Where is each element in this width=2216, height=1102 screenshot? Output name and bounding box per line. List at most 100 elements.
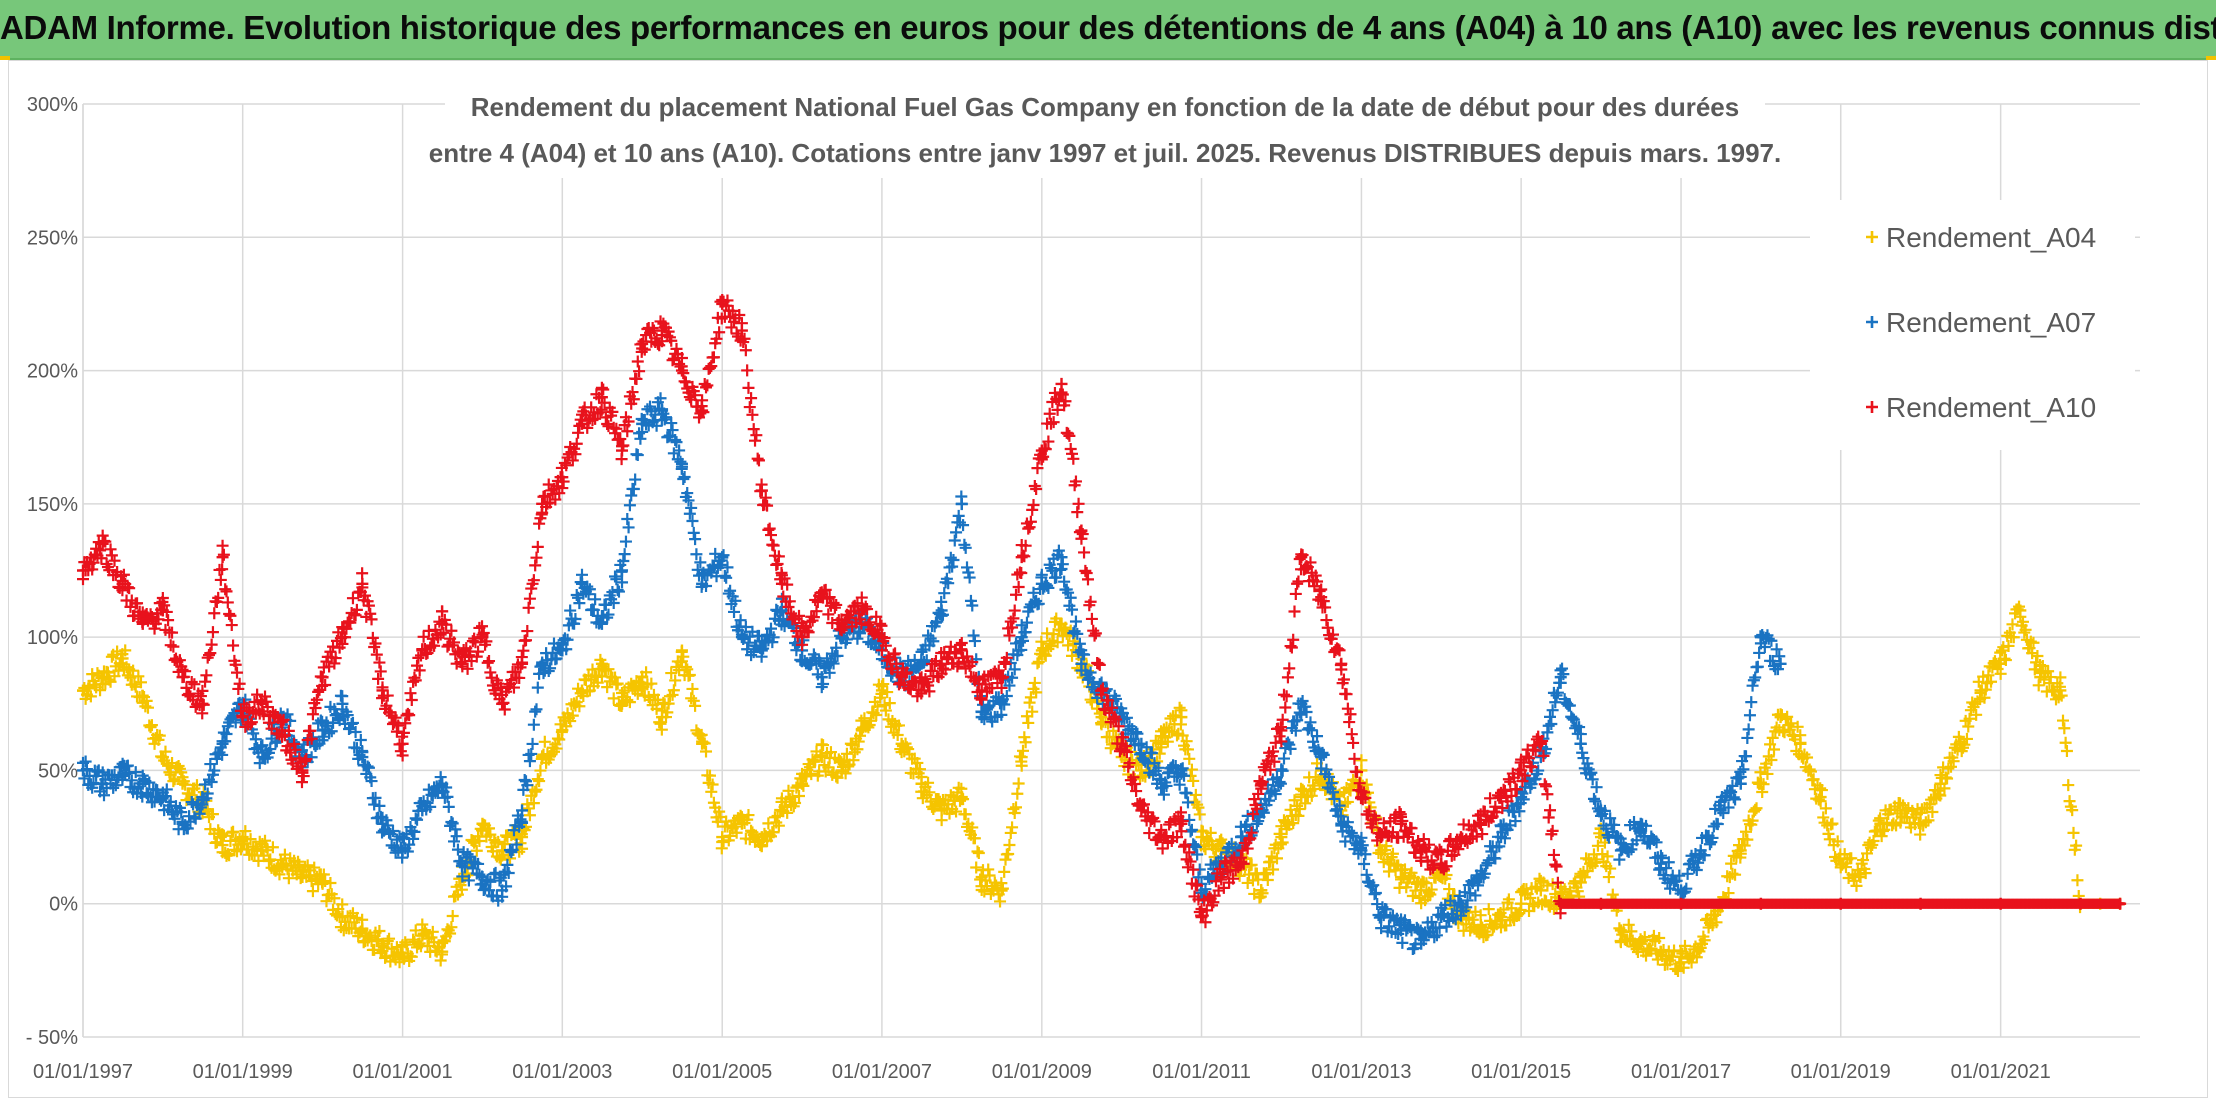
- data-point: [1343, 716, 1356, 729]
- data-point: [1864, 841, 1877, 854]
- data-point: [483, 822, 496, 835]
- data-point: [1259, 868, 1272, 881]
- plot-area-frame: [8, 60, 2208, 1098]
- data-point: [1746, 679, 1759, 692]
- data-point: [308, 861, 321, 874]
- y-tick-label: - 50%: [26, 1027, 78, 1049]
- data-point: [749, 434, 762, 447]
- data-point: [163, 766, 176, 779]
- data-point: [797, 779, 810, 792]
- data-point: [534, 764, 547, 777]
- data-point: [728, 605, 741, 618]
- data-point: [119, 644, 132, 657]
- data-point: [531, 681, 544, 694]
- data-point: [1970, 708, 1983, 721]
- data-point: [231, 666, 244, 679]
- data-point: [1189, 788, 1202, 801]
- data-point: [531, 773, 544, 786]
- data-point: [1994, 667, 2007, 680]
- data-point: [634, 432, 647, 445]
- data-point: [1807, 773, 1820, 786]
- data-point: [94, 684, 107, 697]
- data-point-anchor: [935, 804, 948, 817]
- data-point: [1740, 825, 1753, 838]
- data-point-anchor: [636, 671, 649, 684]
- data-point: [200, 669, 213, 682]
- data-point: [1304, 716, 1317, 729]
- data-point: [602, 663, 615, 676]
- data-point: [1741, 833, 1754, 846]
- data-point: [1277, 688, 1290, 701]
- data-point-anchor: [276, 857, 289, 870]
- data-point: [1291, 577, 1304, 590]
- data-point: [1180, 787, 1193, 800]
- y-tick-label: 0%: [49, 894, 78, 916]
- data-point: [1826, 817, 1839, 830]
- data-point: [1063, 429, 1076, 442]
- data-point: [1002, 847, 1015, 860]
- data-point-anchor: [1255, 884, 1268, 897]
- data-point: [1340, 688, 1353, 701]
- data-point: [1084, 693, 1097, 706]
- data-point: [527, 797, 540, 810]
- data-point: [1753, 646, 1766, 659]
- data-point: [642, 691, 655, 704]
- data-point: [134, 676, 147, 689]
- data-point-anchor: [136, 689, 149, 702]
- data-point: [1670, 963, 1683, 976]
- data-point: [1505, 902, 1518, 915]
- data-point: [1284, 640, 1297, 653]
- data-point: [1288, 794, 1301, 807]
- data-point: [706, 778, 719, 791]
- data-point: [677, 472, 690, 485]
- data-point: [944, 551, 957, 564]
- data-point: [1643, 942, 1656, 955]
- data-point-anchor: [96, 671, 109, 684]
- data-point-anchor: [1574, 876, 1587, 889]
- data-point: [1653, 931, 1666, 944]
- data-point: [1576, 746, 1589, 759]
- data-point: [1544, 804, 1556, 817]
- data-point: [881, 686, 894, 699]
- data-point: [622, 521, 635, 534]
- data-point: [1192, 801, 1205, 814]
- data-point: [1280, 690, 1293, 703]
- data-point: [994, 895, 1007, 908]
- data-point: [686, 515, 699, 528]
- data-point: [522, 601, 535, 614]
- data-point-anchor: [716, 831, 729, 844]
- data-point: [782, 784, 795, 797]
- data-point: [1542, 719, 1555, 732]
- data-point: [573, 700, 586, 713]
- data-point: [729, 820, 742, 833]
- data-point: [742, 809, 755, 822]
- data-point: [1078, 546, 1091, 559]
- data-point: [1287, 817, 1300, 830]
- data-point: [224, 609, 237, 622]
- data-point: [364, 929, 377, 942]
- data-point: [1942, 762, 1955, 775]
- data-point: [1541, 879, 1554, 892]
- data-point: [1420, 877, 1433, 890]
- data-point: [920, 788, 933, 801]
- data-point-anchor: [1614, 924, 1627, 937]
- data-point: [1571, 885, 1584, 898]
- data-point-anchor: [1395, 871, 1408, 884]
- data-point: [1647, 929, 1660, 942]
- data-point: [1028, 676, 1041, 689]
- data-point: [1045, 640, 1058, 653]
- data-point: [2026, 647, 2039, 660]
- data-point: [244, 833, 257, 846]
- data-point: [621, 425, 634, 438]
- data-point: [2067, 826, 2080, 839]
- data-point-anchor: [1694, 937, 1707, 950]
- x-tick-label: 01/01/2007: [832, 1061, 932, 1083]
- data-point: [1413, 891, 1426, 904]
- data-point: [2024, 635, 2037, 648]
- data-point: [320, 895, 333, 908]
- y-tick-label: 100%: [27, 627, 78, 649]
- title-banner: ADAM Informe. Evolution historique des p…: [0, 0, 2216, 60]
- data-point: [139, 700, 152, 713]
- data-point: [1466, 913, 1479, 926]
- data-point: [1347, 736, 1360, 749]
